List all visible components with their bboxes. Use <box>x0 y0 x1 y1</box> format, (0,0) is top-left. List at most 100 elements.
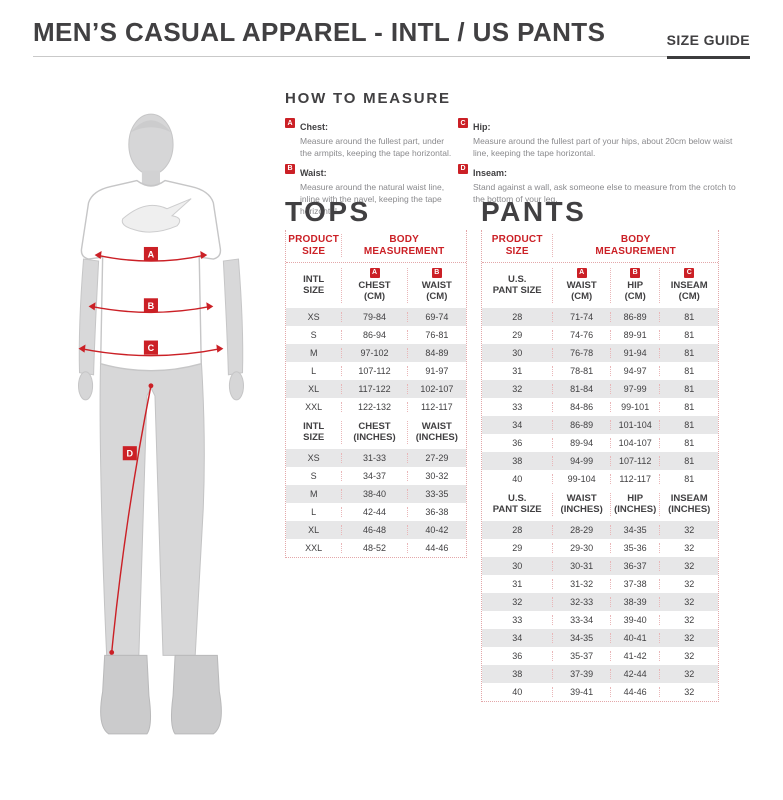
size-value: 35-36 <box>611 542 661 553</box>
size-value: 99-101 <box>611 401 661 412</box>
size-value: 46-48 <box>342 524 408 535</box>
size-value: 42-44 <box>342 506 408 517</box>
size-label: S <box>286 329 343 340</box>
measure-letter-badge: B <box>285 163 295 174</box>
chest-marker-letter: A <box>148 250 155 260</box>
column-header: INSEAM (INCHES) <box>660 493 718 516</box>
size-label: 34 <box>482 632 554 643</box>
size-value: 112-117 <box>420 401 453 412</box>
figure-right-shoe <box>170 654 222 735</box>
size-value: 81 <box>684 455 695 466</box>
measure-letter-badge: B <box>431 268 442 278</box>
size-label: 31 <box>482 365 554 376</box>
size-value: 32 <box>684 524 695 535</box>
size-label: XXL <box>286 542 343 553</box>
size-label: 31 <box>482 578 554 589</box>
page-title: MEN’S CASUAL APPAREL - INTL / US PANTS <box>33 17 606 47</box>
size-value: 97-102 <box>342 347 408 358</box>
size-value: 32 <box>684 668 695 679</box>
waist-marker-box <box>143 298 158 313</box>
measure-letter-badge: A <box>369 268 380 278</box>
size-value: 89-94 <box>553 437 611 448</box>
inseam-dot-top <box>148 383 154 389</box>
tops-section: TOPS PRODUCT SIZE BODY MEASUREMENT INTL SI… <box>285 198 467 558</box>
figure-collar <box>136 180 166 187</box>
size-value: 31-33 <box>342 452 408 463</box>
column-header: U.S. PANT SIZE <box>482 268 554 303</box>
size-value: 39-41 <box>553 686 611 697</box>
how-to-measure-title: HOW TO MEASURE <box>285 90 451 107</box>
size-label: 30 <box>482 347 554 358</box>
size-value: 29-30 <box>553 542 611 553</box>
size-row: M 97-102 84-89 <box>286 343 466 362</box>
size-row: 40 39-41 44-46 32 <box>482 683 718 701</box>
waist-arrow-right <box>206 302 214 311</box>
measure-letter-badge: D <box>458 163 468 174</box>
size-value: 37-38 <box>611 578 661 589</box>
size-row: 28 28-29 34-35 32 <box>482 520 718 539</box>
size-guide-link[interactable]: SIZE GUIDE <box>666 32 750 59</box>
waist-arrow-left <box>88 302 96 311</box>
size-value: 86-89 <box>611 311 661 322</box>
size-value: 32 <box>684 596 695 607</box>
group-header-body-measurement: BODY MEASUREMENT <box>595 234 676 257</box>
inseam-marker-letter: D <box>127 449 134 459</box>
column-header-label: U.S. PANT SIZE <box>492 274 542 297</box>
size-value: 32 <box>684 542 695 553</box>
inseam-dot-bottom <box>109 649 115 655</box>
size-value: 81 <box>684 311 695 322</box>
hip-arrow-right <box>216 344 224 353</box>
size-value: 32 <box>684 686 695 697</box>
figure-pants <box>99 358 205 656</box>
size-value: 32 <box>684 632 695 643</box>
size-value: 74-76 <box>553 329 611 340</box>
column-header-label: INTL SIZE <box>303 420 325 444</box>
column-header: INTL SIZE <box>286 268 343 303</box>
size-label: M <box>286 488 343 499</box>
size-label: XL <box>286 383 343 394</box>
size-value: 76-78 <box>553 347 611 358</box>
size-value: 42-44 <box>611 668 661 679</box>
size-value: 36-38 <box>425 506 449 517</box>
size-label: 40 <box>482 686 554 697</box>
figure-right-arm <box>222 258 244 376</box>
size-label: XS <box>286 311 343 322</box>
size-value: 94-97 <box>611 365 661 376</box>
size-value: 33-34 <box>553 614 611 625</box>
size-label: 32 <box>482 383 554 394</box>
chest-marker-box <box>143 246 158 262</box>
size-value: 44-46 <box>425 542 449 553</box>
measure-letter-badge: A <box>285 118 295 128</box>
size-value: 81 <box>684 437 695 448</box>
size-value: 102-107 <box>420 383 454 394</box>
size-value: 79-84 <box>342 311 408 322</box>
figure-right-hand <box>228 371 244 401</box>
tops-size-table: PRODUCT SIZE BODY MEASUREMENT INTL SIZE A CH… <box>285 230 467 558</box>
size-row: 31 78-81 94-97 81 <box>482 362 718 380</box>
size-value: 101-104 <box>611 419 661 430</box>
size-value: 104-107 <box>611 437 661 448</box>
column-header-label: WAIST (INCHES) <box>560 492 603 516</box>
measure-label: Inseam: <box>473 167 508 178</box>
size-value: 84-86 <box>553 401 611 412</box>
column-header-label: WAIST (CM) <box>421 280 452 303</box>
size-row: 34 86-89 101-104 81 <box>482 415 718 434</box>
size-value: 91-94 <box>611 347 661 358</box>
measure-label: Chest: <box>300 122 329 132</box>
size-row: S 34-37 30-32 <box>286 467 466 485</box>
size-value: 33-35 <box>425 488 449 499</box>
size-value: 40-42 <box>425 524 449 535</box>
size-value: 32 <box>684 614 695 625</box>
size-row: 38 37-39 42-44 32 <box>482 664 718 683</box>
column-header: U.S. PANT SIZE <box>482 492 554 516</box>
inseam-measure-line <box>111 385 152 653</box>
size-value: 81 <box>684 401 695 412</box>
size-value: 34-35 <box>553 632 611 643</box>
measure-item-hip: C Hip: Measure around the fullest part of … <box>458 117 749 160</box>
measure-instructions: A Chest: Measure around the fullest part, … <box>285 117 753 220</box>
size-row: L 42-44 36-38 <box>286 503 466 521</box>
size-value: 81 <box>684 383 695 394</box>
column-header-label: CHEST (CM) <box>358 280 391 303</box>
size-label: 30 <box>482 560 554 571</box>
size-label: 28 <box>482 524 554 535</box>
